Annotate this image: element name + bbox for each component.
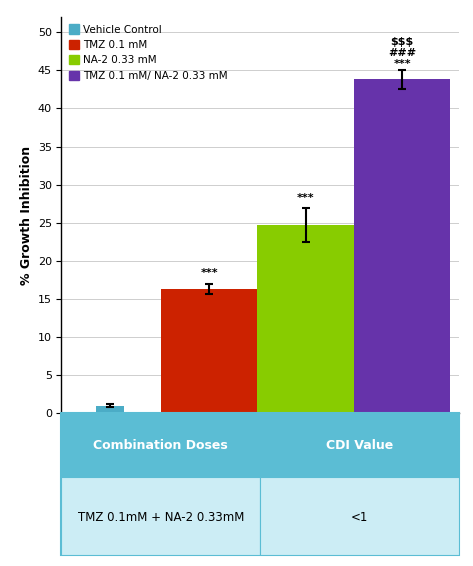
X-axis label: Vehicle Control and Treatment Groups: Vehicle Control and Treatment Groups [126,420,394,433]
Y-axis label: % Growth Inhibition: % Growth Inhibition [20,145,34,285]
Bar [354,79,450,413]
Text: <1: <1 [351,512,368,524]
Text: $$$
###
***: $$$ ### *** [388,37,416,69]
Legend: Vehicle Control, TMZ 0.1 mM, NA-2 0.33 mM, TMZ 0.1 mM/ NA-2 0.33 mM: Vehicle Control, TMZ 0.1 mM, NA-2 0.33 m… [67,22,230,83]
Bar [257,225,354,413]
Bar [61,477,260,555]
Text: ***: *** [297,193,315,203]
Bar [96,406,124,413]
Bar [161,289,257,413]
Bar [260,413,459,477]
Bar [260,477,459,555]
Text: Combination Doses: Combination Doses [94,439,228,452]
Text: TMZ 0.1mM + NA-2 0.33mM: TMZ 0.1mM + NA-2 0.33mM [78,512,244,524]
Text: CDI Value: CDI Value [326,439,393,452]
Text: ***: *** [200,268,218,278]
Bar [61,413,260,477]
